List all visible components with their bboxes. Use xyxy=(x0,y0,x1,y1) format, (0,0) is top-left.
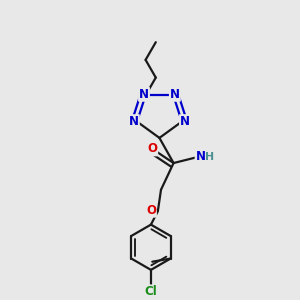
Text: N: N xyxy=(196,150,206,163)
Text: N: N xyxy=(180,115,190,128)
Text: H: H xyxy=(205,152,214,162)
Text: N: N xyxy=(139,88,149,101)
Text: O: O xyxy=(146,204,156,217)
Text: N: N xyxy=(129,115,139,128)
Text: Cl: Cl xyxy=(145,285,157,298)
Text: N: N xyxy=(170,88,180,101)
Text: O: O xyxy=(147,142,157,155)
